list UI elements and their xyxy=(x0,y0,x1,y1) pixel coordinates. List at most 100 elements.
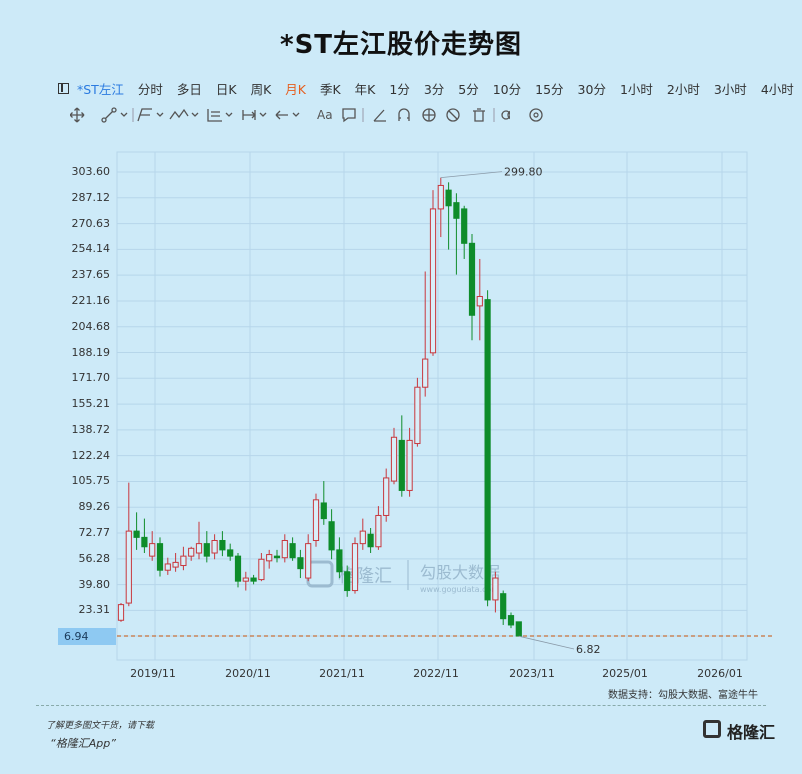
range-tool-icon[interactable] xyxy=(242,110,267,120)
logo-g-icon xyxy=(703,720,721,738)
candle xyxy=(305,534,312,582)
brand-logo: 格隆汇 xyxy=(703,717,781,743)
candle xyxy=(180,546,187,571)
candle xyxy=(211,534,218,560)
candle-body xyxy=(359,530,366,545)
period-tab[interactable]: 1小时 xyxy=(619,81,653,97)
candle xyxy=(328,509,335,560)
link-icon[interactable] xyxy=(501,110,510,120)
line-tool-icon[interactable] xyxy=(101,107,128,123)
candle-body xyxy=(180,555,187,567)
logo-text: 格隆汇 xyxy=(727,723,776,742)
y-tick-label: 122.24 xyxy=(71,448,111,462)
hide-icon[interactable] xyxy=(446,108,460,122)
candle xyxy=(227,543,234,561)
x-tick-label: 2022/11 xyxy=(413,667,459,680)
candle xyxy=(414,377,421,447)
period-tab[interactable]: 4小时 xyxy=(760,81,794,97)
stock-name-tab[interactable]: *ST左江 xyxy=(77,81,124,97)
candle xyxy=(172,553,179,572)
candle-body xyxy=(406,439,413,491)
candle xyxy=(344,565,351,597)
candle-body xyxy=(234,555,242,582)
candle xyxy=(445,182,452,250)
candle xyxy=(351,537,359,594)
eye-icon[interactable] xyxy=(422,108,436,122)
settings-icon[interactable] xyxy=(526,104,546,126)
watermark-url: www.gogudata.com xyxy=(420,585,499,594)
candle-body xyxy=(305,543,312,579)
current-price-label: 6.94 xyxy=(58,628,116,645)
candle-body xyxy=(422,358,429,388)
candle xyxy=(468,233,476,341)
y-tick-label: 56.28 xyxy=(78,551,111,565)
y-tick-label: 89.26 xyxy=(78,500,111,514)
watermark-brand2: 勾股大数据 xyxy=(420,563,500,582)
promo-line1: 了解更多图文干货，请下载 xyxy=(46,721,155,731)
promo-line2: “格隆汇App” xyxy=(50,737,116,750)
candle-body xyxy=(211,539,218,554)
period-tab[interactable]: 10分 xyxy=(492,81,522,97)
period-tab[interactable]: 3分 xyxy=(423,81,445,97)
fib-tool-icon[interactable] xyxy=(207,109,233,122)
candle xyxy=(242,571,249,591)
candle-body xyxy=(320,502,327,520)
candle xyxy=(507,612,515,629)
period-tab[interactable]: 月K xyxy=(285,81,306,97)
candle-body xyxy=(203,543,210,557)
candle xyxy=(406,427,413,497)
candle xyxy=(273,549,281,563)
panel-toggle-icon[interactable] xyxy=(58,82,69,94)
angle-tool-icon[interactable] xyxy=(373,109,386,122)
candle xyxy=(156,537,164,577)
channel-tool-icon[interactable] xyxy=(137,108,164,122)
period-tab[interactable]: 5分 xyxy=(458,81,479,97)
note-tool-icon[interactable] xyxy=(342,108,356,123)
candle xyxy=(336,537,343,579)
candle-body xyxy=(273,555,281,559)
period-tab[interactable]: 15分 xyxy=(535,81,564,97)
candle xyxy=(312,493,320,547)
candle-body xyxy=(367,533,374,548)
candle xyxy=(203,531,210,563)
candle xyxy=(195,521,203,560)
candle xyxy=(437,177,444,238)
period-tab[interactable]: 多日 xyxy=(176,81,202,97)
candle xyxy=(484,290,491,607)
candle-body xyxy=(125,530,132,604)
candle-body xyxy=(172,561,179,568)
wave-tool-icon[interactable] xyxy=(169,108,199,120)
annotation-leader xyxy=(518,635,575,650)
candle-body xyxy=(242,577,249,582)
candle xyxy=(219,531,226,557)
candle xyxy=(500,590,507,625)
trash-icon[interactable] xyxy=(473,108,485,122)
candle-body xyxy=(156,543,164,571)
candle-body xyxy=(437,184,444,210)
candle xyxy=(359,518,366,550)
x-tick-label: 2025/01 xyxy=(602,667,648,680)
y-tick-label: 204.68 xyxy=(71,319,111,333)
candle xyxy=(429,190,437,356)
candle xyxy=(398,415,405,497)
period-tab[interactable]: 3小时 xyxy=(713,81,747,97)
period-tab[interactable]: 年K xyxy=(354,81,376,97)
move-icon[interactable] xyxy=(70,107,85,123)
period-tab[interactable]: 30分 xyxy=(577,81,606,97)
y-tick-label: 287.12 xyxy=(71,190,111,204)
arrow-tool-icon[interactable] xyxy=(275,110,300,120)
candle-body xyxy=(398,439,405,491)
candle xyxy=(297,549,304,579)
period-tab[interactable]: 2小时 xyxy=(666,81,700,97)
text-tool-icon[interactable]: Aa xyxy=(317,108,333,122)
period-tab[interactable]: 分时 xyxy=(137,81,163,97)
candle-body xyxy=(289,543,296,559)
period-tab[interactable]: 季K xyxy=(319,81,341,97)
x-tick-label: 2023/11 xyxy=(509,667,555,680)
period-tab[interactable]: 1分 xyxy=(389,81,410,97)
period-tab[interactable]: 日K xyxy=(215,81,237,97)
magnet-icon[interactable] xyxy=(398,108,410,121)
candle xyxy=(422,271,429,397)
period-tab[interactable]: 周K xyxy=(250,81,272,97)
